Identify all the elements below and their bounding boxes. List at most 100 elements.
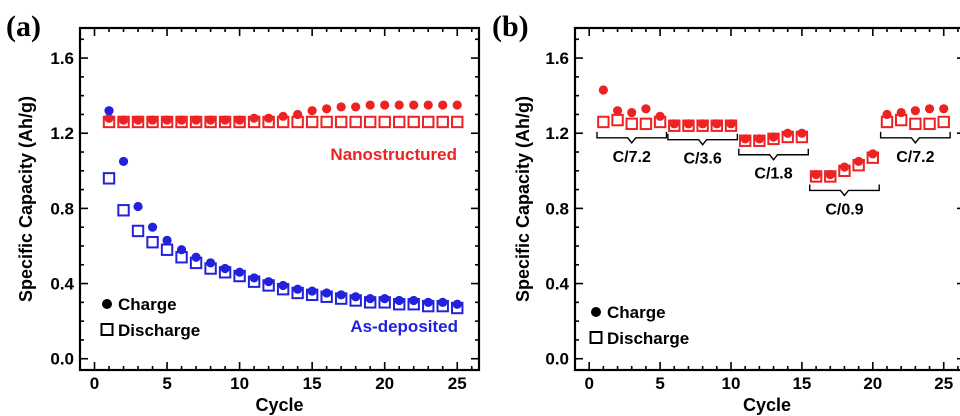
discharge-point xyxy=(409,117,419,127)
x-tick-label: 20 xyxy=(375,374,394,393)
charge-point xyxy=(308,106,317,115)
panel-a-x-axis-title: Cycle xyxy=(255,395,303,415)
x-tick-label: 15 xyxy=(792,374,811,393)
panel-a-data-marks xyxy=(104,100,463,313)
legend-charge-label: Charge xyxy=(118,295,177,314)
x-tick-label: 15 xyxy=(303,374,322,393)
charge-point xyxy=(119,157,128,166)
x-tick-label: 25 xyxy=(934,374,953,393)
rate-bracket xyxy=(739,149,808,160)
charge-point xyxy=(641,104,650,113)
panel-b: (b) 0 5 10 15 20 250.00.40.81.21.6 C/7.2 C/3.6… xyxy=(492,10,960,415)
y-tick-label: 1.2 xyxy=(50,124,74,143)
charge-point xyxy=(453,100,462,109)
charge-point xyxy=(104,106,113,115)
x-tick-label: 5 xyxy=(162,374,171,393)
rate-label: C/0.9 xyxy=(825,201,863,218)
y-tick-label: 1.2 xyxy=(545,124,569,143)
charge-point xyxy=(911,106,920,115)
y-tick-label: 0.8 xyxy=(50,199,74,218)
x-tick-label: 0 xyxy=(90,374,99,393)
discharge-point xyxy=(307,117,317,127)
charge-point xyxy=(840,162,849,171)
annotation-as-deposited: As-deposited xyxy=(350,317,458,336)
x-tick-label: 10 xyxy=(230,374,249,393)
x-tick-label: 10 xyxy=(722,374,741,393)
charge-point xyxy=(854,157,863,166)
charge-point xyxy=(868,149,877,158)
legend-discharge-label: Discharge xyxy=(607,329,689,348)
charge-point xyxy=(380,100,389,109)
discharge-point xyxy=(147,237,157,247)
discharge-point xyxy=(365,117,375,127)
discharge-point xyxy=(910,119,920,129)
panel-a-legend: Charge Discharge xyxy=(102,295,201,340)
panel-b-label: (b) xyxy=(492,10,529,43)
annotation-nanostructured: Nanostructured xyxy=(330,145,457,164)
discharge-point xyxy=(924,119,934,129)
charge-point xyxy=(438,100,447,109)
y-tick-label: 0.8 xyxy=(545,199,569,218)
discharge-point xyxy=(118,205,128,215)
discharge-point xyxy=(162,245,172,255)
charge-point xyxy=(351,292,360,301)
x-tick-label: 0 xyxy=(584,374,593,393)
charge-point xyxy=(797,129,806,138)
charge-point xyxy=(264,277,273,286)
rate-label: C/1.8 xyxy=(754,166,792,183)
y-tick-label: 0.0 xyxy=(545,350,569,369)
rate-label: C/7.2 xyxy=(613,149,651,166)
discharge-point xyxy=(627,119,637,129)
rate-bracket xyxy=(810,184,879,195)
y-tick-label: 1.6 xyxy=(50,49,74,68)
y-tick-label: 0.0 xyxy=(50,350,74,369)
panel-a: (a) 0 5 10 15 20 25 0.0 0.4 0.8 1.2 1.6 Cycle Spec… xyxy=(6,10,479,415)
legend-charge-label: Charge xyxy=(607,303,666,322)
charge-point xyxy=(409,296,418,305)
charge-point xyxy=(424,298,433,307)
discharge-point xyxy=(321,117,331,127)
charge-point xyxy=(627,108,636,117)
panel-b-y-axis-title: Specific Capacity (Ah/g) xyxy=(513,96,533,302)
charge-point xyxy=(380,294,389,303)
discharge-point xyxy=(452,117,462,127)
charge-point xyxy=(220,264,229,273)
charge-point xyxy=(308,286,317,295)
discharge-point xyxy=(379,117,389,127)
charge-point xyxy=(279,281,288,290)
charge-point xyxy=(366,100,375,109)
charge-point xyxy=(453,300,462,309)
charge-point xyxy=(925,104,934,113)
discharge-point xyxy=(438,117,448,127)
charge-point xyxy=(250,114,259,123)
rate-bracket xyxy=(597,132,666,143)
discharge-point xyxy=(612,115,622,125)
x-tick-label: 25 xyxy=(448,374,467,393)
charge-point xyxy=(337,290,346,299)
charge-point xyxy=(366,294,375,303)
discharge-point xyxy=(133,226,143,236)
rate-label: C/7.2 xyxy=(896,149,934,166)
legend-discharge-label: Discharge xyxy=(118,321,200,340)
y-tick-label: 1.6 xyxy=(545,49,569,68)
panel-b-legend: Charge Discharge xyxy=(591,303,690,348)
x-tick-label: 5 xyxy=(655,374,664,393)
y-tick-label: 0.4 xyxy=(545,275,569,294)
rate-bracket xyxy=(668,134,737,145)
charge-point xyxy=(235,268,244,277)
legend-discharge-marker xyxy=(591,332,602,343)
panel-b-x-axis-title: Cycle xyxy=(743,395,791,415)
discharge-point xyxy=(641,119,651,129)
charge-point xyxy=(133,202,142,211)
discharge-point xyxy=(336,117,346,127)
y-tick-label: 0.4 xyxy=(50,275,74,294)
charge-point xyxy=(424,100,433,109)
discharge-point xyxy=(350,117,360,127)
charge-point xyxy=(783,129,792,138)
panel-a-y-axis-title: Specific Capacity (Ah/g) xyxy=(16,96,36,302)
charge-point xyxy=(148,223,157,232)
x-tick-label: 20 xyxy=(863,374,882,393)
discharge-point xyxy=(598,117,608,127)
legend-charge-marker xyxy=(591,307,601,317)
